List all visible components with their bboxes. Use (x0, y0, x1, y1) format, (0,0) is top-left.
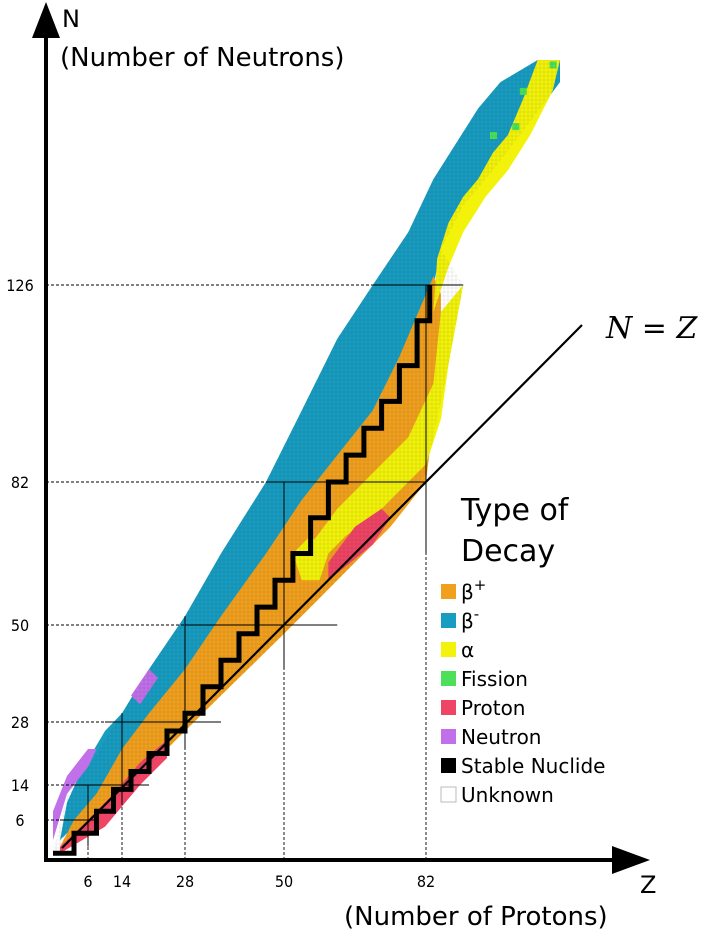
x-axis-letter: Z (640, 871, 656, 899)
y-tick-label: 50 (11, 616, 29, 635)
stability-line-layer (53, 285, 433, 856)
legend-swatch (441, 584, 456, 599)
legend-label: Proton (461, 696, 525, 720)
legend-label: Fission (461, 667, 528, 691)
legend-title-line2: Decay (461, 534, 555, 569)
y-axis-arrow-icon (32, 2, 60, 38)
legend-swatch (441, 613, 456, 628)
legend-label: Neutron (461, 725, 541, 749)
legend-swatch (441, 642, 456, 657)
y-axis (32, 2, 60, 862)
x-axis-label: (Number of Protons) (344, 902, 608, 932)
y-tick-label: 6 (15, 811, 24, 830)
legend-swatch (441, 700, 456, 715)
x-tick-label: 28 (176, 872, 194, 891)
x-tick-label: 50 (275, 872, 293, 891)
y-axis-letter: N (62, 5, 80, 33)
legend-swatch (441, 758, 456, 773)
legend-label: α (461, 638, 474, 662)
x-tick-label: 82 (417, 872, 435, 891)
y-axis-label: (Number of Neutrons) (60, 43, 345, 73)
legend: Type of Decay β+β-α Fission Proton Neutron S… (440, 493, 605, 807)
y-tick-label: 126 (6, 276, 33, 295)
legend-swatch (441, 729, 456, 744)
legend-label: Stable Nuclide (461, 754, 605, 778)
neutron-decay-region (53, 749, 97, 840)
magic-number-lines (46, 284, 464, 860)
n-equals-z-label: N = Z (605, 311, 698, 346)
legend-title-line1: Type of (460, 493, 570, 528)
legend-swatch (441, 671, 456, 686)
cell-grid-overlay (53, 60, 560, 854)
y-tick-labels: 6 14 28 50 82 126 (6, 276, 33, 830)
legend-swatch (440, 786, 457, 803)
x-tick-label: 14 (113, 872, 131, 891)
x-tick-labels: 6 14 28 50 82 (83, 872, 435, 891)
n-equals-z-line (61, 324, 583, 849)
stable-nuclide-line (53, 285, 433, 856)
cell-grid-texture (53, 60, 560, 854)
y-tick-label: 28 (11, 713, 29, 732)
legend-label: β+ (461, 576, 486, 604)
legend-label: Unknown (461, 783, 554, 807)
x-axis (44, 846, 650, 874)
x-tick-label: 6 (83, 872, 92, 891)
legend-label: β- (461, 605, 479, 633)
legend-items: β+β-α Fission Proton Neutron Stable Nuclide U… (440, 576, 605, 807)
y-tick-label: 82 (11, 473, 29, 492)
y-tick-label: 14 (11, 776, 29, 795)
x-axis-arrow-icon (612, 846, 650, 874)
